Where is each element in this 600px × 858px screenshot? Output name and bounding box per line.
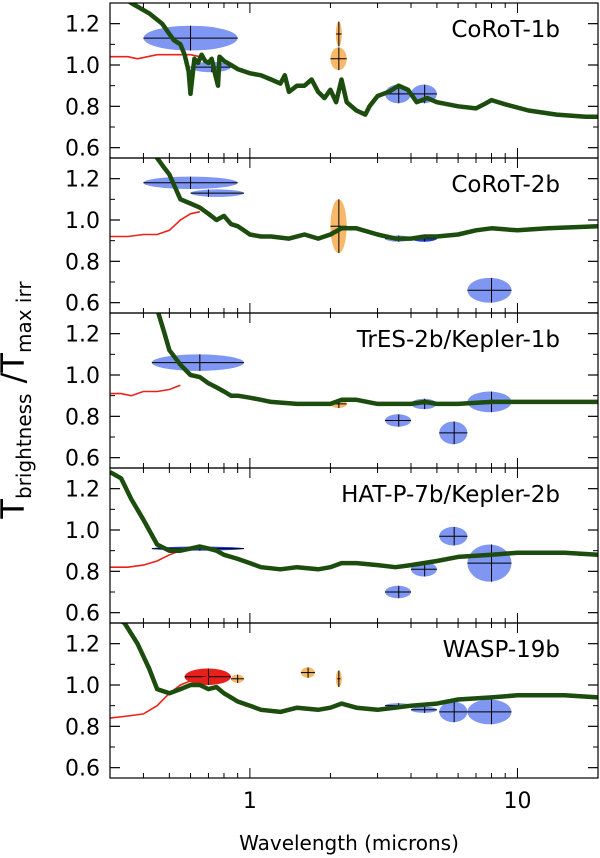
panel-plot-area — [110, 623, 598, 725]
blackbody-line — [110, 384, 181, 397]
blackbody-line — [110, 549, 181, 569]
panel-plot-area — [110, 470, 598, 599]
panel-title: WASP-19b — [443, 637, 560, 663]
blackbody-line — [110, 210, 200, 238]
panels: 0.6 0.8 1.0 1.2 CoRoT-1b 0.6 0.8 1.0 1.2 CoRoT-2b… — [65, 2, 599, 782]
model-line — [155, 313, 598, 407]
y-tick-label: 0.8 — [65, 405, 100, 430]
y-tick-label: 1.0 — [65, 519, 100, 544]
y-tick-label: 1.0 — [65, 54, 100, 79]
y-axis-title-main: T — [0, 499, 32, 520]
y-tick-label: 0.6 — [65, 137, 100, 162]
y-tick-label: 0.8 — [65, 95, 100, 120]
y-tick-label: 1.2 — [65, 633, 100, 658]
panel-title: CoRoT-2b — [451, 172, 560, 198]
model-line — [110, 470, 598, 572]
panel-title: HAT-P-7b/Kepler-2b — [341, 482, 560, 508]
y-tick-label: 0.6 — [65, 292, 100, 317]
y-axis-title-sub1: brightness — [12, 394, 36, 500]
y-tick-label: 0.8 — [65, 715, 100, 740]
x-tick-label: 1 — [243, 789, 257, 814]
model-line — [120, 623, 598, 715]
panel-frame — [109, 622, 599, 779]
y-tick-label: 1.2 — [65, 13, 100, 38]
x-axis: 1 10 Wavelength (microns) — [239, 789, 531, 855]
panel: 0.6 0.8 1.0 1.2 WASP-19b — [65, 622, 599, 782]
y-axis-title-mid: /T — [0, 353, 32, 394]
blackbody-line — [110, 53, 200, 60]
panel: 0.6 0.8 1.0 1.2 HAT-P-7b/Kepler-2b — [65, 467, 599, 627]
model-line — [127, 3, 598, 119]
y-tick-label: 0.6 — [65, 447, 100, 472]
panel-plot-area — [110, 3, 598, 119]
y-tick-label: 1.0 — [65, 674, 100, 699]
panel-plot-area — [110, 158, 598, 303]
model-line — [154, 158, 598, 241]
panel-plot-area — [110, 313, 598, 445]
y-tick-label: 1.2 — [65, 478, 100, 503]
panel-title: CoRoT-1b — [451, 17, 560, 43]
y-axis-title: Tbrightness /Tmax irr — [0, 281, 36, 520]
x-tick-labels: 1 10 — [243, 789, 532, 814]
panel-title: TrES-2b/Kepler-1b — [356, 327, 560, 353]
y-tick-label: 1.0 — [65, 364, 100, 389]
panel: 0.6 0.8 1.0 1.2 CoRoT-2b — [65, 157, 599, 317]
y-tick-label: 0.6 — [65, 602, 100, 627]
y-tick-label: 1.2 — [65, 323, 100, 348]
y-tick-label: 1.0 — [65, 209, 100, 234]
panel: 0.6 0.8 1.0 1.2 TrES-2b/Kepler-1b — [65, 312, 599, 472]
y-tick-label: 1.2 — [65, 168, 100, 193]
x-axis-title: Wavelength (microns) — [239, 831, 459, 855]
y-axis-title-sub2: max irr — [12, 281, 36, 353]
y-tick-label: 0.8 — [65, 250, 100, 275]
svg-text:Tbrightness /Tmax irr: Tbrightness /Tmax irr — [0, 281, 36, 520]
y-tick-label: 0.6 — [65, 757, 100, 782]
x-tick-label: 10 — [503, 789, 531, 814]
y-tick-label: 0.8 — [65, 560, 100, 585]
panel: 0.6 0.8 1.0 1.2 CoRoT-1b — [65, 2, 599, 162]
